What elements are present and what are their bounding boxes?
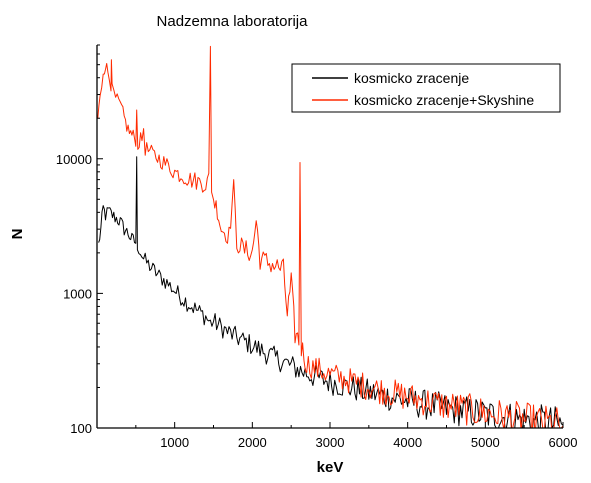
legend-box: [291, 63, 561, 113]
legend-label-1: kosmicko zracenje: [354, 70, 469, 86]
legend-label-2: kosmicko zracenje+Skyshine: [354, 92, 534, 108]
x-tick-label: 1000: [160, 435, 189, 450]
chart-title: Nadzemna laboratorija: [157, 13, 309, 30]
y-tick-label: 10000: [56, 152, 92, 167]
x-tick-label: 3000: [316, 435, 345, 450]
y-axis-title: N: [9, 229, 26, 240]
x-tick-label: 6000: [549, 435, 578, 450]
x-axis-title: keV: [317, 459, 344, 476]
y-tick-label: 100: [70, 421, 92, 436]
y-tick-label: 1000: [63, 286, 92, 301]
x-tick-label: 2000: [238, 435, 267, 450]
plot-area: [97, 45, 563, 428]
axes: 1000 2000 3000 4000 5000 6000 100 1000 10000: [56, 44, 578, 450]
x-tick-label: 4000: [393, 435, 422, 450]
series-line-2: [97, 45, 563, 428]
legend: kosmicko zracenje kosmicko zracenje+Skysh…: [291, 63, 561, 113]
series-line-1: [98, 156, 563, 428]
x-tick-label: 5000: [471, 435, 500, 450]
